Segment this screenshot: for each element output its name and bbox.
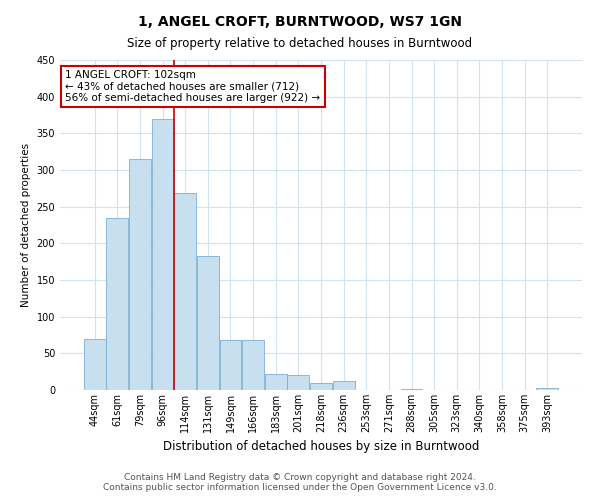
Bar	[174, 194, 196, 390]
Bar	[265, 374, 287, 390]
Y-axis label: Number of detached properties: Number of detached properties	[21, 143, 31, 307]
Text: 1, ANGEL CROFT, BURNTWOOD, WS7 1GN: 1, ANGEL CROFT, BURNTWOOD, WS7 1GN	[138, 15, 462, 29]
Bar	[106, 218, 128, 390]
Text: Contains HM Land Registry data © Crown copyright and database right 2024.
Contai: Contains HM Land Registry data © Crown c…	[103, 473, 497, 492]
Bar	[536, 388, 558, 390]
Bar	[129, 159, 151, 390]
Bar	[197, 256, 219, 390]
Bar	[310, 384, 332, 390]
Bar	[152, 118, 173, 390]
Bar	[242, 340, 264, 390]
X-axis label: Distribution of detached houses by size in Burntwood: Distribution of detached houses by size …	[163, 440, 479, 454]
Bar	[401, 388, 422, 390]
Bar	[84, 338, 106, 390]
Text: Size of property relative to detached houses in Burntwood: Size of property relative to detached ho…	[127, 38, 473, 51]
Text: 1 ANGEL CROFT: 102sqm
← 43% of detached houses are smaller (712)
56% of semi-det: 1 ANGEL CROFT: 102sqm ← 43% of detached …	[65, 70, 320, 103]
Bar	[220, 340, 241, 390]
Bar	[287, 374, 310, 390]
Bar	[332, 381, 355, 390]
